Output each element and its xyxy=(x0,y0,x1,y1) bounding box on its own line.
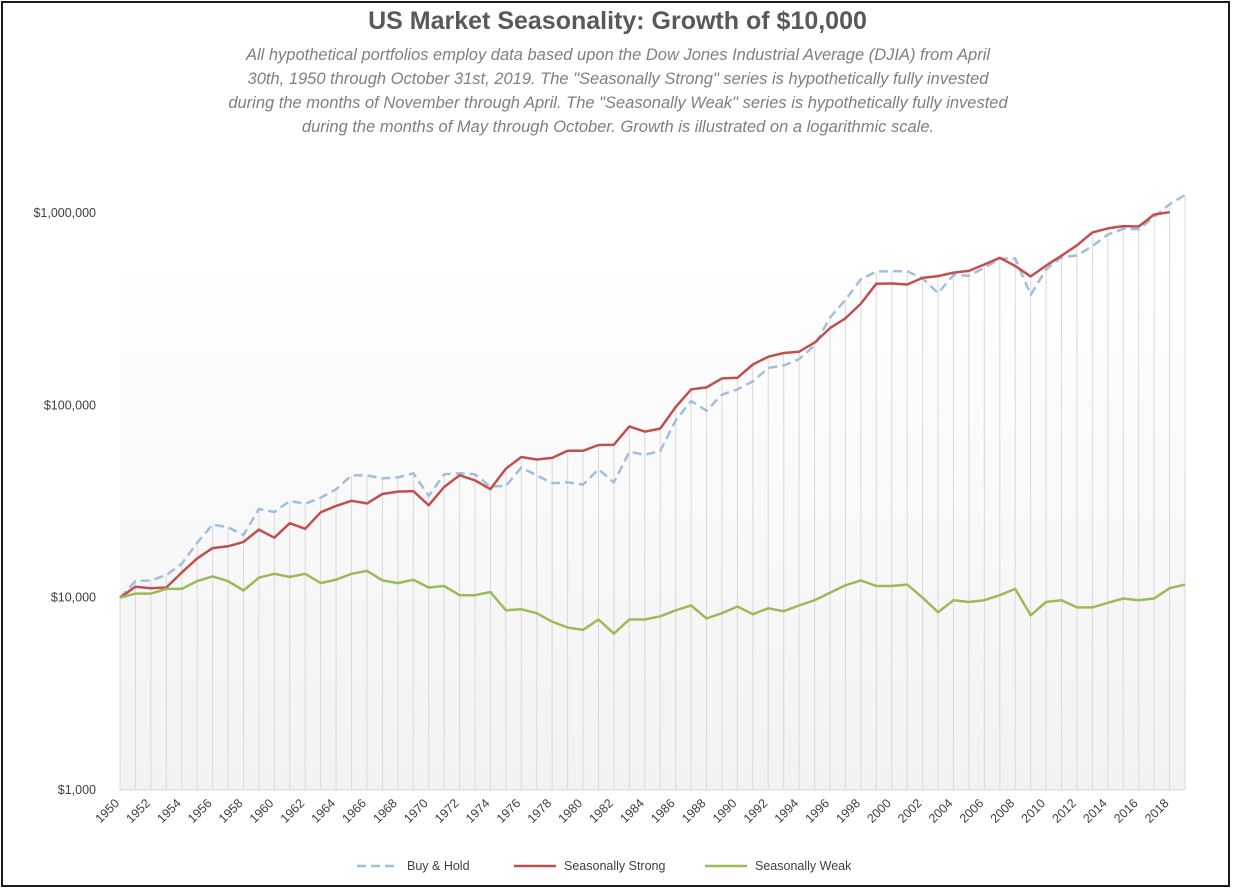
x-tick-label: 1986 xyxy=(648,796,678,826)
x-tick-label: 1956 xyxy=(185,796,215,826)
legend-label: Seasonally Strong xyxy=(564,859,666,873)
x-tick-label: 2008 xyxy=(988,796,1018,826)
plot-area-background xyxy=(120,255,1185,790)
series-line-buy-hold xyxy=(119,193,1186,599)
x-tick-label: 1988 xyxy=(679,796,709,826)
x-tick-label: 2012 xyxy=(1050,796,1080,826)
x-tick-label: 1996 xyxy=(803,796,833,826)
x-tick-label: 1958 xyxy=(216,796,246,826)
x-tick-label: 1950 xyxy=(93,796,123,826)
chart-subtitle: All hypothetical portfolios employ data … xyxy=(103,43,1133,139)
x-tick-label: 2006 xyxy=(957,796,987,826)
x-tick-label: 1968 xyxy=(370,796,400,826)
legend-label: Buy & Hold xyxy=(407,859,470,873)
x-axis: 1950 1952 1954 1956 1958 1960 1962 1964 1966 1968… xyxy=(93,789,1185,826)
x-tick-label: 1990 xyxy=(710,796,740,826)
y-tick-label: $1,000 xyxy=(58,783,96,797)
x-tick-label: 1994 xyxy=(772,796,802,826)
series-line-seasonally-strong xyxy=(119,210,1170,599)
series-line-seasonally-weak xyxy=(119,569,1186,635)
x-tick-label: 1954 xyxy=(154,796,184,826)
vertical-gridlines xyxy=(119,195,1186,790)
subtitle-line-3: during the months of November through Ap… xyxy=(228,94,1008,112)
y-tick-label: $1,000,000 xyxy=(33,206,96,220)
x-tick-label: 1998 xyxy=(833,796,863,826)
subtitle-line-4: during the months of May through October… xyxy=(301,118,935,136)
chart-title: US Market Seasonality: Growth of $10,000 xyxy=(368,7,867,35)
x-tick-label: 1982 xyxy=(586,796,616,826)
x-tick-label: 1974 xyxy=(463,796,493,826)
legend: Buy & Hold Seasonally Strong Seasonally We… xyxy=(357,859,852,873)
y-tick-label: $10,000 xyxy=(51,591,96,605)
x-tick-label: 1992 xyxy=(741,796,771,826)
legend-label: Seasonally Weak xyxy=(755,859,852,873)
x-tick-label: 2000 xyxy=(864,796,894,826)
x-tick-label: 1984 xyxy=(617,796,647,826)
x-tick-label: 2010 xyxy=(1019,796,1049,826)
y-axis: $1,000 $10,000 $100,000 $1,000,000 xyxy=(33,206,96,797)
x-tick-label: 1976 xyxy=(494,796,524,826)
x-tick-label: 1960 xyxy=(247,796,277,826)
x-tick-label: 1972 xyxy=(432,796,462,826)
x-tick-label: 1964 xyxy=(309,796,339,826)
x-tick-label: 2004 xyxy=(926,796,956,826)
x-tick-label: 2002 xyxy=(895,796,925,826)
x-tick-label: 1980 xyxy=(556,796,586,826)
x-tick-label: 1966 xyxy=(340,796,370,826)
x-tick-label: 1978 xyxy=(525,796,555,826)
subtitle-line-2: 30th, 1950 through October 31st, 2019. T… xyxy=(247,70,989,88)
x-tick-label: 2014 xyxy=(1080,796,1110,826)
x-tick-label: 2016 xyxy=(1111,796,1141,826)
y-tick-label: $100,000 xyxy=(44,398,96,412)
x-tick-label: 1970 xyxy=(401,796,431,826)
subtitle-line-1: All hypothetical portfolios employ data … xyxy=(245,46,991,64)
x-tick-label: 1952 xyxy=(123,796,153,826)
series-lines xyxy=(119,193,1186,635)
x-tick-label: 2018 xyxy=(1142,796,1172,826)
x-tick-label: 1962 xyxy=(278,796,308,826)
